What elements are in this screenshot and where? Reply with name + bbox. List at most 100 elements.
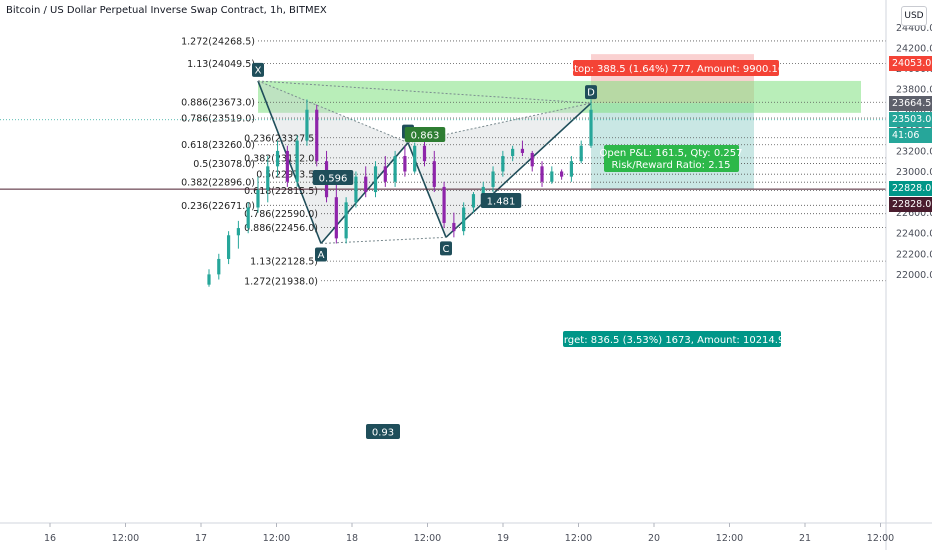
price-tick-label: 22400.0	[896, 229, 932, 240]
candle-body	[530, 152, 534, 167]
time-tick-label: 19	[497, 533, 509, 544]
fib-level-label: 1.13(24049.5)	[187, 59, 255, 70]
currency-button[interactable]: USD	[901, 6, 927, 26]
candle-body	[589, 109, 593, 146]
target-label: Target: 836.5 (3.53%) 1673, Amount: 1021…	[552, 335, 790, 346]
point-label-c: C	[443, 244, 450, 255]
candle-body	[501, 156, 505, 172]
candle-body	[207, 274, 211, 285]
price-tick-label: 23800.0	[896, 85, 932, 96]
candle-body	[511, 148, 515, 157]
candle-body	[383, 166, 387, 182]
time-tick-label: 18	[346, 533, 358, 544]
candle-body	[256, 190, 260, 208]
price-tick-label: 22600.0	[896, 208, 932, 219]
ratio-label: 0.596	[319, 174, 348, 185]
ratio-connector-xb	[257, 80, 409, 144]
ratio-label: 1.481	[487, 197, 516, 208]
fib-level-label: 0.5(23078.0)	[193, 159, 255, 170]
fib-inner-label: 0.886(22456.0)	[244, 223, 318, 234]
harmonic-pattern	[257, 80, 592, 245]
time-tick-label: 12:00	[112, 533, 139, 544]
candle-body	[344, 202, 348, 239]
candle-body	[236, 228, 240, 236]
candle-body	[315, 109, 319, 162]
fib-level-label: 1.272(24268.5)	[181, 36, 255, 47]
fib-inner-label: 0.236(23327.5)	[244, 133, 318, 144]
fib-inner-label: 0.618(22815.5)	[244, 186, 318, 197]
candle-body	[217, 258, 221, 275]
ratio-label: 0.863	[411, 131, 440, 142]
ratio-badge	[404, 127, 446, 142]
pattern-leg-xa	[257, 80, 322, 244]
time-tick-label: 17	[195, 533, 207, 544]
candle-body	[266, 166, 270, 191]
candle-body	[550, 171, 554, 182]
fib-inner-label: 1.13(22128.5)	[250, 257, 318, 268]
chart-title: Bitcoin / US Dollar Perpetual Inverse Sw…	[6, 5, 327, 16]
price-tick-label: 23000.0	[896, 167, 932, 178]
ratio-label: 0.93	[372, 428, 394, 439]
candle-body	[413, 145, 417, 172]
pnl-label-box	[604, 145, 739, 172]
price-tick-label: 24400.0	[896, 23, 932, 34]
price-tick-label: 22000.0	[896, 270, 932, 281]
candle-body	[295, 140, 299, 182]
price-tick-label: 22200.0	[896, 249, 932, 260]
ratio-badge	[312, 170, 354, 185]
price-tag-d-level: 23664.5	[889, 95, 932, 111]
open-pnl-label: Open P&L: 161.5, Qty: 0.257	[600, 148, 743, 159]
time-tick-label: 12:00	[867, 533, 894, 544]
price-tag-countdown: 41:06	[889, 128, 932, 144]
pattern-leg-cd	[445, 102, 592, 238]
candle-body	[305, 109, 309, 141]
price-tag-current: 23503.0	[889, 112, 932, 128]
candle-body	[246, 207, 250, 229]
price-tag-target: 22828.0	[889, 180, 932, 196]
point-label-x: X	[255, 65, 262, 76]
fib-level-label: 0.236(22671.0)	[181, 201, 255, 212]
fib-inner-label: 0.382(23132.0)	[244, 153, 318, 164]
point-label-d: D	[587, 88, 595, 99]
price-tick-label: 23600.0	[896, 105, 932, 116]
candle-body	[403, 156, 407, 172]
candle-body	[422, 145, 427, 162]
ratio-connector-ac	[320, 236, 447, 245]
ratio-badge	[480, 193, 522, 208]
price-tag-stop: 24053.0	[889, 55, 932, 71]
risk-reward-label: Risk/Reward Ratio: 2.15	[611, 160, 730, 171]
candle-body	[393, 156, 397, 182]
candle-body	[520, 148, 525, 153]
time-tick-label: 16	[44, 533, 56, 544]
fib-levels: 1.272(24268.5) 1.13(24049.5) 0.886(23673.0…	[0, 36, 886, 287]
candle-body	[275, 150, 280, 167]
target-label-box	[563, 331, 781, 347]
candle-body	[334, 197, 338, 239]
candles	[207, 99, 593, 287]
candle-body	[579, 145, 583, 162]
point-label-a: A	[318, 250, 325, 261]
point-badge-d	[585, 85, 597, 100]
candle-body	[569, 161, 574, 177]
price-tick-label: 23200.0	[896, 146, 932, 157]
time-tick-label: 12:00	[565, 533, 592, 544]
time-tick-label: 12:00	[716, 533, 743, 544]
ratio-connector-bd	[407, 102, 592, 144]
candle-body	[462, 207, 466, 232]
fib-level-label: 0.886(23673.0)	[181, 98, 255, 109]
time-tick-label: 21	[799, 533, 811, 544]
candle-body	[285, 150, 289, 182]
stop-label-box	[573, 60, 779, 76]
candle-body	[432, 161, 436, 187]
time-tick-label: 20	[648, 533, 660, 544]
candle-body	[481, 186, 485, 195]
candle-body	[540, 166, 544, 182]
candle-body	[354, 176, 358, 203]
candle-body	[442, 186, 446, 223]
fib-inner-label: 0.786(22590.0)	[244, 209, 318, 220]
stop-label: Stop: 388.5 (1.64%) 777, Amount: 9900.16	[568, 64, 784, 75]
fib-level-label: 0.618(23260.0)	[181, 140, 255, 151]
